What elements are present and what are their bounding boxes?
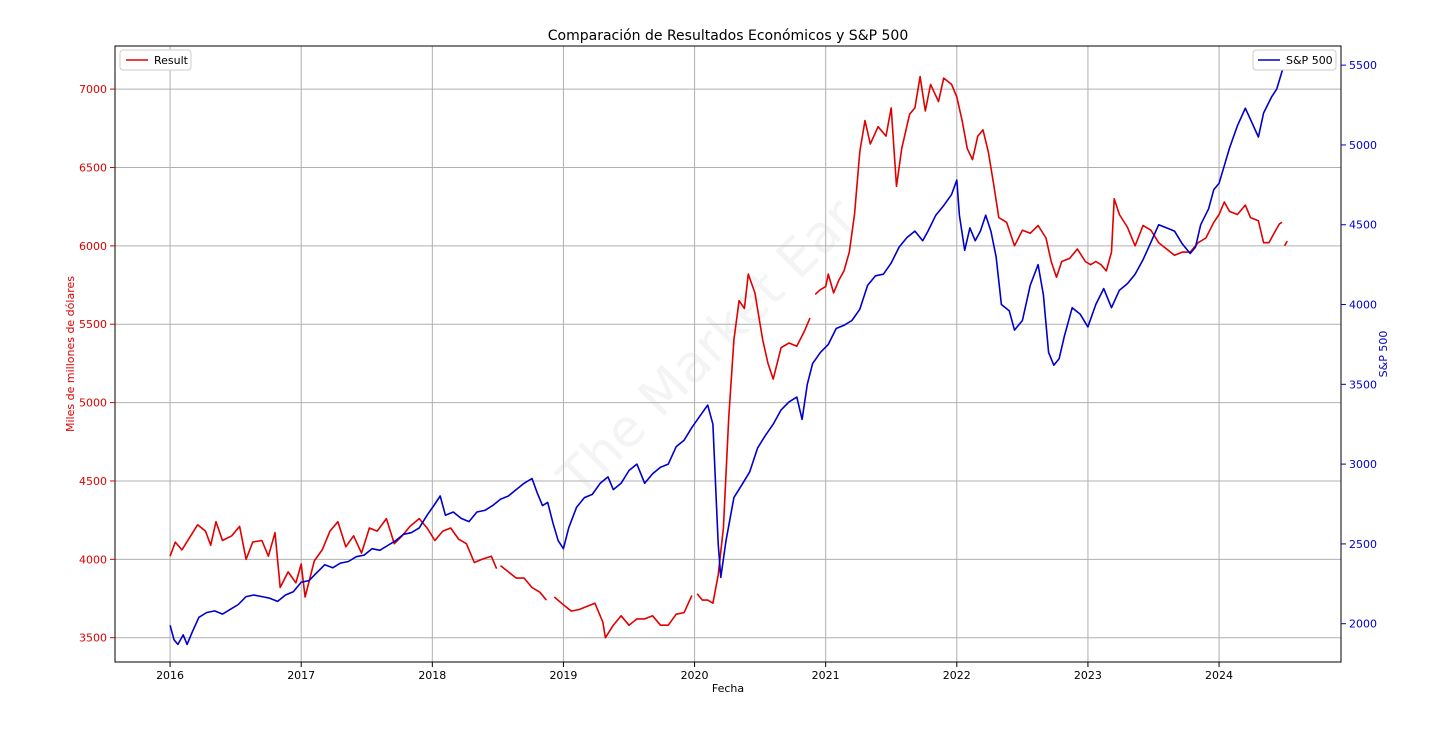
y-right-tick-label: 4500	[1349, 219, 1377, 232]
y-left-tick-label: 4000	[79, 553, 107, 566]
series-result-line	[169, 75, 1288, 639]
y-right-tick-label: 2500	[1349, 538, 1377, 551]
y-right-tick-label: 5500	[1349, 59, 1377, 72]
series-sp500-line	[169, 58, 1288, 646]
x-tick-label: 2022	[943, 669, 971, 682]
legend-sp500: S&P 500	[1252, 49, 1337, 71]
x-tick-label: 2020	[681, 669, 709, 682]
x-axis-label: Fecha	[712, 682, 744, 695]
y-right-tick-label: 5000	[1349, 139, 1377, 152]
y-left-tick-label: 6500	[79, 161, 107, 174]
x-tick-label: 2019	[549, 669, 577, 682]
x-tick-label: 2016	[156, 669, 184, 682]
legend-sp500-label: S&P 500	[1286, 54, 1333, 67]
y-axis-label-right: S&P 500	[1377, 331, 1390, 378]
x-tick-label: 2021	[812, 669, 840, 682]
legend-result-box	[119, 49, 192, 71]
y-left-tick-label: 3500	[79, 632, 107, 645]
x-axis: 2016 2017 2018 2019 2020 2021 2022 2023 2024	[156, 662, 1233, 682]
plot-frame	[114, 45, 1342, 663]
y-right-tick-label: 3500	[1349, 378, 1377, 391]
y-left-tick-label: 4500	[79, 475, 107, 488]
y-axis-label-left: Miles de millones de dólares	[64, 276, 77, 432]
x-tick-label: 2024	[1205, 669, 1233, 682]
series-result	[169, 75, 1288, 639]
y-axis-left: 3500 4000 4500 5000 5500 6000 6500 7000	[79, 83, 115, 645]
y-right-tick-label: 4000	[1349, 299, 1377, 312]
y-right-tick-label: 3000	[1349, 458, 1377, 471]
y-left-tick-label: 7000	[79, 83, 107, 96]
legend-result-label: Result	[154, 54, 189, 67]
legend-sp500-box	[1252, 49, 1337, 71]
x-tick-label: 2023	[1074, 669, 1102, 682]
x-tick-label: 2018	[418, 669, 446, 682]
y-left-tick-label: 5500	[79, 318, 107, 331]
y-left-tick-label: 5000	[79, 397, 107, 410]
grid-layer	[115, 46, 1341, 662]
y-right-tick-label: 2000	[1349, 618, 1377, 631]
legend-result: Result	[119, 49, 192, 71]
y-left-tick-label: 6000	[79, 240, 107, 253]
chart-title: Comparación de Resultados Económicos y S…	[548, 28, 908, 44]
y-axis-right: 2000 2500 3000 3500 4000 4500 5000 5500	[1341, 59, 1377, 631]
series-sp500	[169, 58, 1288, 646]
x-tick-label: 2017	[287, 669, 315, 682]
